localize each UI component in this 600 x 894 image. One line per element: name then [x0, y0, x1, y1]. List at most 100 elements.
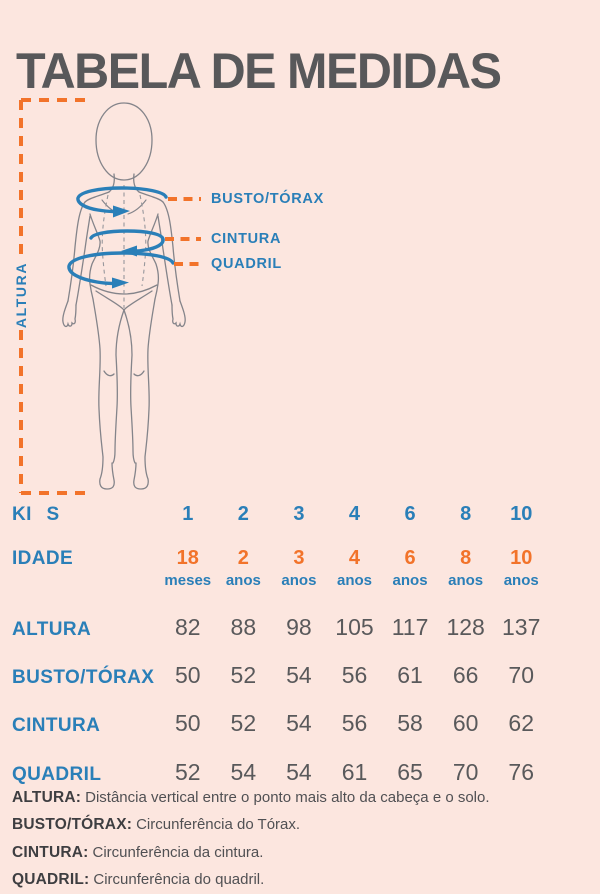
definition-line: BUSTO/TÓRAX: Circunferência do Tórax.	[12, 816, 594, 843]
definition-term: QUADRIL:	[12, 871, 90, 889]
age-value: 2	[237, 547, 249, 569]
bust-arrow	[76, 186, 168, 214]
definition-text: Circunferência do Tórax.	[136, 816, 301, 834]
age-unit: anos	[503, 572, 539, 589]
age-unit: anos	[281, 572, 317, 589]
value-cell: 137	[502, 614, 541, 640]
waist-arrow	[89, 229, 165, 253]
size-cell: 6	[404, 503, 416, 525]
value-cell: 70	[508, 662, 534, 688]
hip-arrowhead	[112, 277, 129, 289]
measure-row-altura: ALTURA 82 88 98 105 117 128 137	[12, 614, 549, 643]
age-cell: 18 meses	[160, 547, 216, 592]
row-label: CINTURA	[12, 715, 101, 736]
age-cell: 4 anos	[327, 547, 383, 592]
value-cell: 88	[230, 614, 257, 640]
value-cell: 66	[452, 662, 479, 688]
label-leader-lines	[165, 197, 202, 266]
definition-term: CINTURA:	[12, 843, 89, 861]
value-cell: 82	[174, 614, 201, 640]
height-axis-label: ALTURA	[13, 261, 29, 329]
waist-arrowhead	[121, 245, 137, 257]
bust-measure-label: BUSTO/TÓRAX	[211, 191, 324, 207]
age-value: 18	[176, 547, 199, 569]
definition-term: ALTURA:	[12, 789, 82, 806]
value-cell: 58	[397, 710, 423, 736]
row-label: QUADRIL	[12, 764, 102, 785]
age-unit: meses	[164, 572, 212, 589]
definition-line: ALTURA: Distância vertical entre o ponto …	[12, 789, 594, 816]
value-cell: 61	[397, 662, 423, 688]
age-value: 6	[404, 547, 416, 569]
size-cell: 10	[510, 503, 533, 525]
arrow-heads	[112, 205, 137, 289]
measure-row-busto: BUSTO/TÓRAX 50 52 54 56 61 66 70	[12, 662, 549, 691]
value-cell: 60	[452, 710, 479, 736]
row-label: ALTURA	[12, 619, 92, 640]
definition-term: BUSTO/TÓRAX:	[12, 816, 133, 834]
definition-text: Circunferência do quadril.	[93, 871, 265, 889]
age-cell: 8 anos	[438, 547, 494, 592]
value-cell: 98	[286, 614, 312, 640]
value-cell: 52	[174, 759, 201, 785]
definition-line: CINTURA: Circunferência da cintura.	[12, 844, 594, 871]
figure-seam-lines	[101, 185, 147, 308]
waist-measure-label: CINTURA	[211, 231, 282, 247]
size-row-label: KI S	[12, 504, 60, 525]
value-cell: 54	[286, 759, 312, 785]
value-cell: 54	[286, 710, 312, 736]
definition-text: Circunferência da cintura.	[92, 843, 264, 861]
row-label: BUSTO/TÓRAX	[12, 667, 155, 688]
age-value: 4	[348, 547, 361, 569]
value-cell: 61	[341, 759, 368, 785]
age-cell: 2 anos	[216, 547, 272, 592]
value-cell: 52	[230, 662, 257, 688]
value-cell: 54	[286, 662, 312, 688]
page-title: TABELA DE MEDIDAS	[16, 43, 502, 99]
size-cell: 3	[293, 503, 305, 525]
hip-arrow	[67, 251, 175, 286]
value-cell: 62	[508, 710, 534, 736]
size-row: KI S 1 2 3 4 6 8 10	[12, 501, 549, 528]
age-row-label: IDADE	[12, 548, 74, 569]
value-cell: 56	[341, 662, 368, 688]
size-cell: 8	[460, 503, 472, 525]
measure-row-cintura: CINTURA 50 52 54 56 58 60 62	[12, 710, 549, 739]
definition-text: Distância vertical entre o ponto mais al…	[85, 789, 490, 806]
value-cell: 128	[446, 614, 485, 640]
value-cell: 117	[391, 614, 429, 640]
measure-row-quadril: QUADRIL 52 54 54 61 65 70 76	[12, 759, 549, 788]
child-body-figure	[62, 102, 186, 490]
age-value: 3	[293, 547, 305, 569]
value-cell: 65	[397, 759, 423, 785]
value-cell: 56	[341, 710, 368, 736]
value-cell: 50	[174, 662, 201, 688]
height-bracket	[19, 98, 93, 495]
size-cell: 4	[348, 503, 361, 525]
body-measurement-illustration	[19, 98, 202, 495]
measurement-arrows	[67, 186, 175, 286]
age-value: 8	[460, 547, 472, 569]
value-cell: 50	[174, 710, 201, 736]
age-value: 10	[510, 547, 533, 569]
value-cell: 70	[452, 759, 479, 785]
age-row: IDADE 18 meses 2 anos 3 anos 4 anos 6 an…	[12, 546, 549, 592]
age-cell: 10 anos	[493, 547, 549, 592]
definition-line: QUADRIL: Circunferência do quadril.	[12, 871, 594, 894]
value-cell: 54	[230, 759, 257, 785]
definitions-block: ALTURA: Distância vertical entre o ponto …	[12, 789, 594, 894]
value-cell: 76	[508, 759, 534, 785]
value-cell: 105	[335, 614, 374, 640]
value-cell: 52	[230, 710, 257, 736]
age-unit: anos	[225, 572, 261, 589]
size-cell: 1	[182, 503, 194, 525]
age-unit: anos	[448, 572, 484, 589]
size-cell: 2	[237, 503, 249, 525]
age-unit: anos	[392, 572, 428, 589]
age-cell: 3 anos	[271, 547, 327, 592]
hip-measure-label: QUADRIL	[211, 256, 282, 272]
age-cell: 6 anos	[382, 547, 438, 592]
bust-arrowhead	[113, 205, 130, 218]
age-unit: anos	[336, 572, 372, 589]
